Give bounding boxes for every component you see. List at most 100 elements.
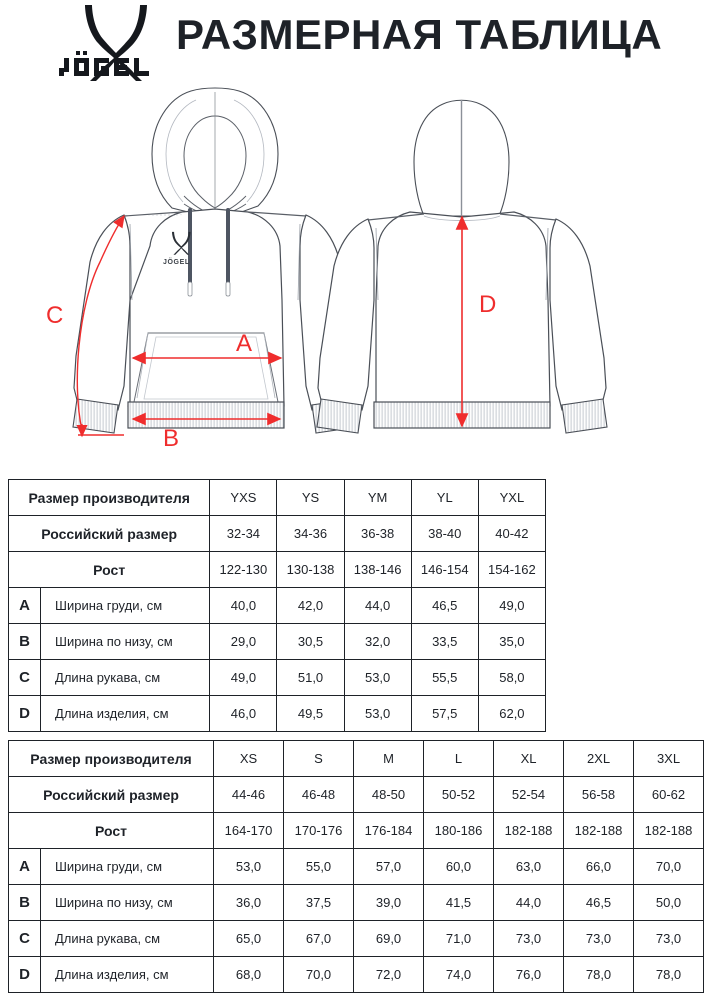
measure-b-hem-width: B: [131, 412, 282, 452]
measure-letter-d: D: [8, 956, 41, 993]
cell-height: 122-130: [209, 551, 278, 588]
measure-name-d: Длина изделия, см: [40, 695, 211, 732]
row-label-height: Рост: [7, 812, 215, 849]
garment-illustration: JÖGEL A B C: [0, 86, 706, 466]
table-row-measurement-c: C Длина рукава, см 65,0 67,0 69,0 71,0 7…: [8, 920, 705, 957]
cell-value: 72,0: [353, 956, 425, 993]
cell-value: 30,5: [276, 623, 345, 660]
cell-russian-size: 38-40: [410, 515, 479, 552]
cell-value: 58,0: [477, 659, 547, 696]
size-table-youth: Размер производителя YXS YS YM YL YXL Ро…: [7, 479, 547, 732]
cell-value: 42,0: [276, 587, 345, 624]
cell-russian-size: 40-42: [477, 515, 547, 552]
cell-value: 67,0: [283, 920, 355, 957]
cell-size: YXL: [477, 479, 547, 516]
measure-name-d: Длина изделия, см: [39, 956, 215, 993]
measure-label-b: B: [163, 425, 179, 452]
cell-value: 65,0: [213, 920, 285, 957]
cell-height: 182-188: [633, 812, 705, 849]
cell-russian-size: 44-46: [213, 776, 285, 813]
cell-value: 73,0: [563, 920, 635, 957]
measure-d-garment-length: D: [455, 215, 496, 428]
cell-value: 46,0: [209, 695, 278, 732]
cell-value: 37,5: [283, 884, 355, 921]
cell-value: 50,0: [633, 884, 705, 921]
measure-letter-b: B: [8, 884, 41, 921]
cell-height: 182-188: [563, 812, 635, 849]
table-row-russian-size: Российский размер 32-34 34-36 36-38 38-4…: [7, 515, 547, 552]
cell-value: 33,5: [410, 623, 479, 660]
svg-text:JÖGEL: JÖGEL: [163, 257, 190, 266]
cell-value: 53,0: [213, 848, 285, 885]
table-row-measurement-b: B Ширина по низу, см 36,0 37,5 39,0 41,5…: [8, 884, 705, 921]
cell-value: 29,0: [209, 623, 278, 660]
cell-size: XL: [493, 740, 565, 777]
cell-value: 70,0: [633, 848, 705, 885]
cell-value: 73,0: [493, 920, 565, 957]
cell-value: 60,0: [423, 848, 495, 885]
measure-name-a: Ширина груди, см: [39, 848, 215, 885]
cell-value: 53,0: [343, 659, 412, 696]
cell-size: 2XL: [563, 740, 635, 777]
cell-value: 63,0: [493, 848, 565, 885]
jogel-logo: [55, 2, 173, 86]
measure-label-d: D: [479, 291, 496, 318]
row-label-manufacturer: Размер производителя: [7, 740, 215, 777]
measure-letter-c: C: [7, 659, 42, 696]
cell-russian-size: 48-50: [353, 776, 425, 813]
cell-value: 49,0: [209, 659, 278, 696]
cell-value: 55,0: [283, 848, 355, 885]
cell-height: 164-170: [213, 812, 285, 849]
cell-size: YXS: [209, 479, 278, 516]
measure-c-sleeve-length: C: [46, 214, 125, 438]
page-title: РАЗМЕРНАЯ ТАБЛИЦА: [176, 11, 663, 58]
cell-russian-size: 46-48: [283, 776, 355, 813]
cell-height: 138-146: [343, 551, 412, 588]
cell-height: 182-188: [493, 812, 565, 849]
cell-value: 49,5: [276, 695, 345, 732]
cell-value: 44,0: [493, 884, 565, 921]
cell-size: 3XL: [633, 740, 705, 777]
table-row-measurement-d: D Длина изделия, см 68,0 70,0 72,0 74,0 …: [8, 956, 705, 993]
table-row-measurement-a: A Ширина груди, см 53,0 55,0 57,0 60,0 6…: [8, 848, 705, 885]
table-row-manufacturer-size: Размер производителя XS S M L XL 2XL 3XL: [7, 740, 705, 777]
cell-value: 53,0: [343, 695, 412, 732]
cell-value: 78,0: [563, 956, 635, 993]
garment-chest-logo: [172, 231, 191, 255]
jogel-wordmark: [59, 51, 149, 76]
cell-value: 46,5: [563, 884, 635, 921]
cell-value: 41,5: [423, 884, 495, 921]
measure-letter-b: B: [7, 623, 42, 660]
cell-size: YM: [343, 479, 412, 516]
cell-height: 170-176: [283, 812, 355, 849]
cell-value: 57,0: [353, 848, 425, 885]
cell-value: 46,5: [410, 587, 479, 624]
cell-size: S: [283, 740, 355, 777]
table-row-measurement-b: B Ширина по низу, см 29,0 30,5 32,0 33,5…: [7, 623, 547, 660]
cell-value: 73,0: [633, 920, 705, 957]
cell-size: M: [353, 740, 425, 777]
cell-value: 44,0: [343, 587, 412, 624]
table-row-manufacturer-size: Размер производителя YXS YS YM YL YXL: [7, 479, 547, 516]
cell-size: L: [423, 740, 495, 777]
measure-a-chest-width: A: [131, 330, 283, 365]
cell-value: 74,0: [423, 956, 495, 993]
measure-name-b: Ширина по низу, см: [39, 884, 215, 921]
page-header: РАЗМЕРНАЯ ТАБЛИЦА: [0, 0, 706, 88]
row-label-russian-size: Российский размер: [7, 776, 215, 813]
measure-letter-c: C: [8, 920, 41, 957]
row-label-height: Рост: [7, 551, 211, 588]
cell-value: 39,0: [353, 884, 425, 921]
cell-value: 55,5: [410, 659, 479, 696]
measure-label-c: C: [46, 302, 63, 329]
row-label-russian-size: Российский размер: [7, 515, 211, 552]
measure-name-b: Ширина по низу, см: [40, 623, 211, 660]
measure-letter-a: A: [8, 848, 41, 885]
cell-size: YS: [276, 479, 345, 516]
cell-russian-size: 36-38: [343, 515, 412, 552]
cell-russian-size: 32-34: [209, 515, 278, 552]
cell-value: 35,0: [477, 623, 547, 660]
cell-value: 66,0: [563, 848, 635, 885]
table-row-russian-size: Российский размер 44-46 46-48 48-50 50-5…: [7, 776, 705, 813]
cell-russian-size: 56-58: [563, 776, 635, 813]
